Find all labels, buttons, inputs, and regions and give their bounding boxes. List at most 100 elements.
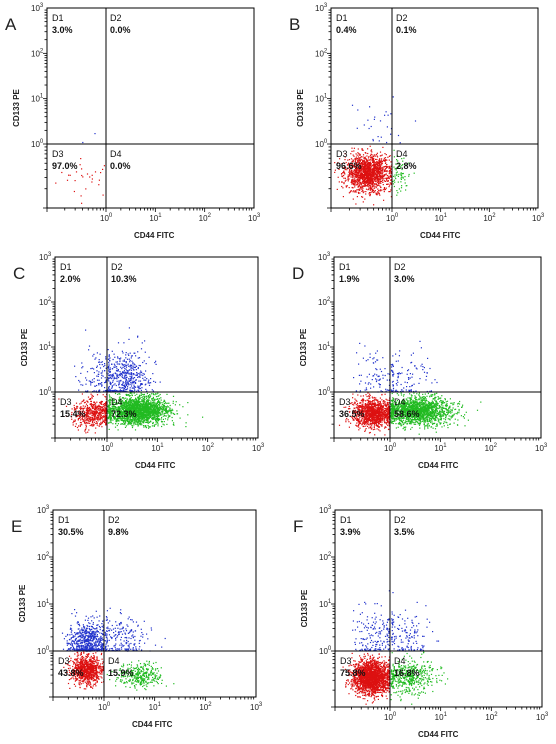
event-dot-d2 — [145, 380, 146, 381]
event-dot-d2 — [128, 364, 129, 365]
event-dot-d3 — [104, 396, 105, 397]
event-dot-d3 — [362, 178, 363, 179]
event-dot-d3 — [362, 148, 363, 149]
event-dot-d4 — [406, 185, 407, 186]
event-dot-d4 — [144, 394, 145, 395]
event-dot-d2 — [128, 381, 129, 382]
event-dot-d4 — [150, 401, 151, 402]
event-dot-d3 — [80, 419, 81, 420]
event-dot-d3 — [84, 431, 85, 432]
event-dot-d3 — [99, 425, 100, 426]
event-dot-d4 — [168, 416, 169, 417]
event-dot-d2 — [131, 379, 132, 380]
event-dot-d2 — [129, 381, 130, 382]
event-dot-d4 — [125, 421, 126, 422]
event-dot-d3 — [375, 167, 376, 168]
event-dot-d4 — [137, 421, 138, 422]
event-dot-d3 — [78, 425, 79, 426]
event-dot-d3 — [99, 419, 100, 420]
event-dot-d2 — [124, 366, 125, 367]
event-dot-d4 — [159, 407, 160, 408]
event-dot-d2 — [136, 369, 137, 370]
event-dot-d4 — [170, 411, 171, 412]
event-dot-d3 — [375, 172, 376, 173]
event-dot-d3 — [81, 175, 82, 176]
event-dot-d4 — [123, 422, 124, 423]
event-dot-d4 — [151, 403, 152, 404]
event-dot-d2 — [138, 368, 139, 369]
event-dot-d2 — [129, 378, 130, 379]
event-dot-d3 — [55, 183, 56, 184]
event-dot-d3 — [369, 185, 370, 186]
event-dot-d3 — [377, 189, 378, 190]
event-dot-d3 — [367, 163, 368, 164]
event-dot-d2 — [119, 364, 120, 365]
event-dot-d4 — [140, 413, 141, 414]
event-dot-d2 — [119, 374, 120, 375]
event-dot-d3 — [382, 147, 383, 148]
event-dot-d3 — [387, 178, 388, 179]
event-dot-d4 — [144, 399, 145, 400]
event-dot-d3 — [89, 413, 90, 414]
event-dot-d2 — [152, 373, 153, 374]
event-dot-d4 — [160, 394, 161, 395]
event-dot-d2 — [150, 378, 151, 379]
event-dot-d1 — [104, 370, 105, 371]
event-dot-d2 — [149, 385, 150, 386]
event-dot-d3 — [357, 196, 358, 197]
event-dot-d3 — [370, 192, 371, 193]
event-dot-d2 — [119, 387, 120, 388]
event-dot-d4 — [155, 405, 156, 406]
event-dot-d4 — [109, 409, 110, 410]
event-dot-d3 — [96, 408, 97, 409]
event-dot-d3 — [85, 432, 86, 433]
event-dot-d4 — [109, 394, 110, 395]
event-dot-d1 — [85, 330, 86, 331]
event-dot-d3 — [86, 426, 87, 427]
event-dot-d4 — [394, 182, 395, 183]
event-dot-d3 — [371, 170, 372, 171]
event-dot-d3 — [369, 195, 370, 196]
event-dot-d3 — [92, 175, 93, 176]
event-dot-d4 — [135, 424, 136, 425]
event-dot-d2 — [117, 356, 118, 357]
event-dot-d3 — [360, 186, 361, 187]
event-dot-d4 — [140, 418, 141, 419]
event-dot-d1 — [80, 373, 81, 374]
event-dot-d3 — [367, 185, 368, 186]
event-dot-d1 — [86, 380, 87, 381]
event-dot-d3 — [374, 172, 375, 173]
event-dot-d2 — [126, 365, 127, 366]
event-dot-d1 — [90, 368, 91, 369]
event-dot-d4 — [166, 406, 167, 407]
event-dot-d2 — [122, 385, 123, 386]
event-dot-d3 — [103, 404, 104, 405]
event-dot-d4 — [162, 406, 163, 407]
event-dot-d2 — [142, 384, 143, 385]
event-dot-d3 — [376, 159, 377, 160]
event-dot-d4 — [148, 399, 149, 400]
event-dot-d2 — [112, 382, 113, 383]
event-dot-d1 — [93, 368, 94, 369]
event-dot-d4 — [141, 408, 142, 409]
event-dot-d3 — [83, 405, 84, 406]
event-dot-d4 — [148, 421, 149, 422]
event-dot-d2 — [119, 359, 120, 360]
event-dot-d3 — [389, 173, 390, 174]
event-dot-d3 — [343, 175, 344, 176]
event-dot-d4 — [141, 418, 142, 419]
event-dot-d3 — [358, 159, 359, 160]
event-dot-d2 — [131, 356, 132, 357]
event-dot-d4 — [397, 192, 398, 193]
x-tick-label: 101 — [435, 213, 448, 223]
event-dot-d3 — [370, 159, 371, 160]
event-dot-d2 — [400, 142, 401, 143]
event-dot-d4 — [138, 399, 139, 400]
event-dot-d3 — [356, 180, 357, 181]
y-tick-label: 103 — [315, 3, 328, 13]
event-dot-d4 — [135, 429, 136, 430]
event-dot-d4 — [168, 403, 169, 404]
event-dot-d3 — [342, 187, 343, 188]
event-dot-d3 — [374, 162, 375, 163]
event-dot-d4 — [153, 397, 154, 398]
